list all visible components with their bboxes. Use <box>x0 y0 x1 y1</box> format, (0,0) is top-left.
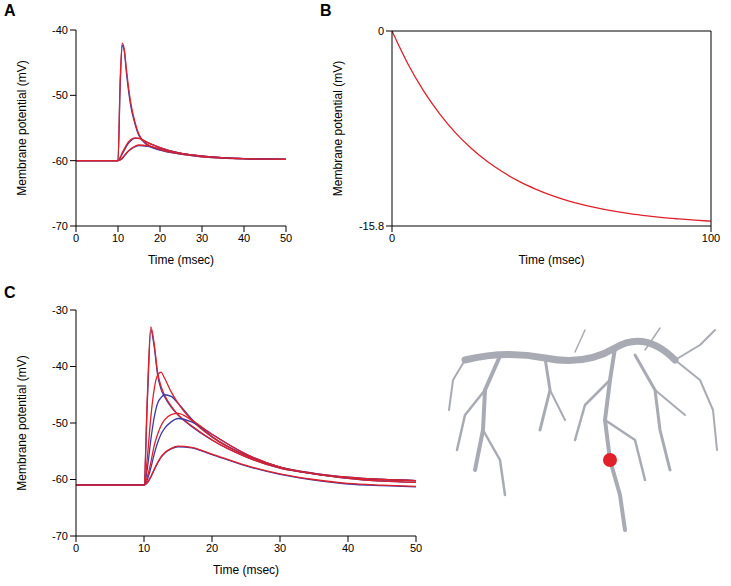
svg-text:Membrane potential (mV): Membrane potential (mV) <box>15 355 29 490</box>
svg-text:20: 20 <box>154 232 166 244</box>
svg-text:30: 30 <box>274 542 286 554</box>
svg-text:Membrane potential (mV): Membrane potential (mV) <box>331 61 345 196</box>
svg-text:0: 0 <box>378 25 384 37</box>
svg-text:-50: -50 <box>52 417 68 429</box>
svg-text:-70: -70 <box>52 220 68 232</box>
svg-text:20: 20 <box>206 542 218 554</box>
svg-text:-50: -50 <box>52 89 68 101</box>
svg-text:-40: -40 <box>52 360 68 372</box>
svg-text:Time (msec): Time (msec) <box>518 253 584 267</box>
svg-text:0: 0 <box>73 232 79 244</box>
svg-text:30: 30 <box>196 232 208 244</box>
svg-text:0: 0 <box>73 542 79 554</box>
svg-text:50: 50 <box>280 232 292 244</box>
svg-text:-70: -70 <box>52 530 68 542</box>
svg-text:50: 50 <box>410 542 422 554</box>
svg-text:-15.8: -15.8 <box>359 220 384 232</box>
svg-text:0: 0 <box>389 232 395 244</box>
svg-text:Membrane potential (mV): Membrane potential (mV) <box>15 60 29 195</box>
svg-text:Time (msec): Time (msec) <box>148 253 214 267</box>
html-text:A: A <box>4 2 16 19</box>
svg-text:100: 100 <box>702 232 720 244</box>
svg-text:10: 10 <box>138 542 150 554</box>
svg-text:10: 10 <box>112 232 124 244</box>
svg-text:-60: -60 <box>52 155 68 167</box>
html-text:B: B <box>320 2 332 19</box>
svg-text:40: 40 <box>342 542 354 554</box>
svg-text:Time (msec): Time (msec) <box>213 563 279 577</box>
svg-text:-60: -60 <box>52 473 68 485</box>
svg-text:-30: -30 <box>52 304 68 316</box>
svg-text:-40: -40 <box>52 24 68 36</box>
svg-text:40: 40 <box>238 232 250 244</box>
html-text:C: C <box>4 284 16 301</box>
